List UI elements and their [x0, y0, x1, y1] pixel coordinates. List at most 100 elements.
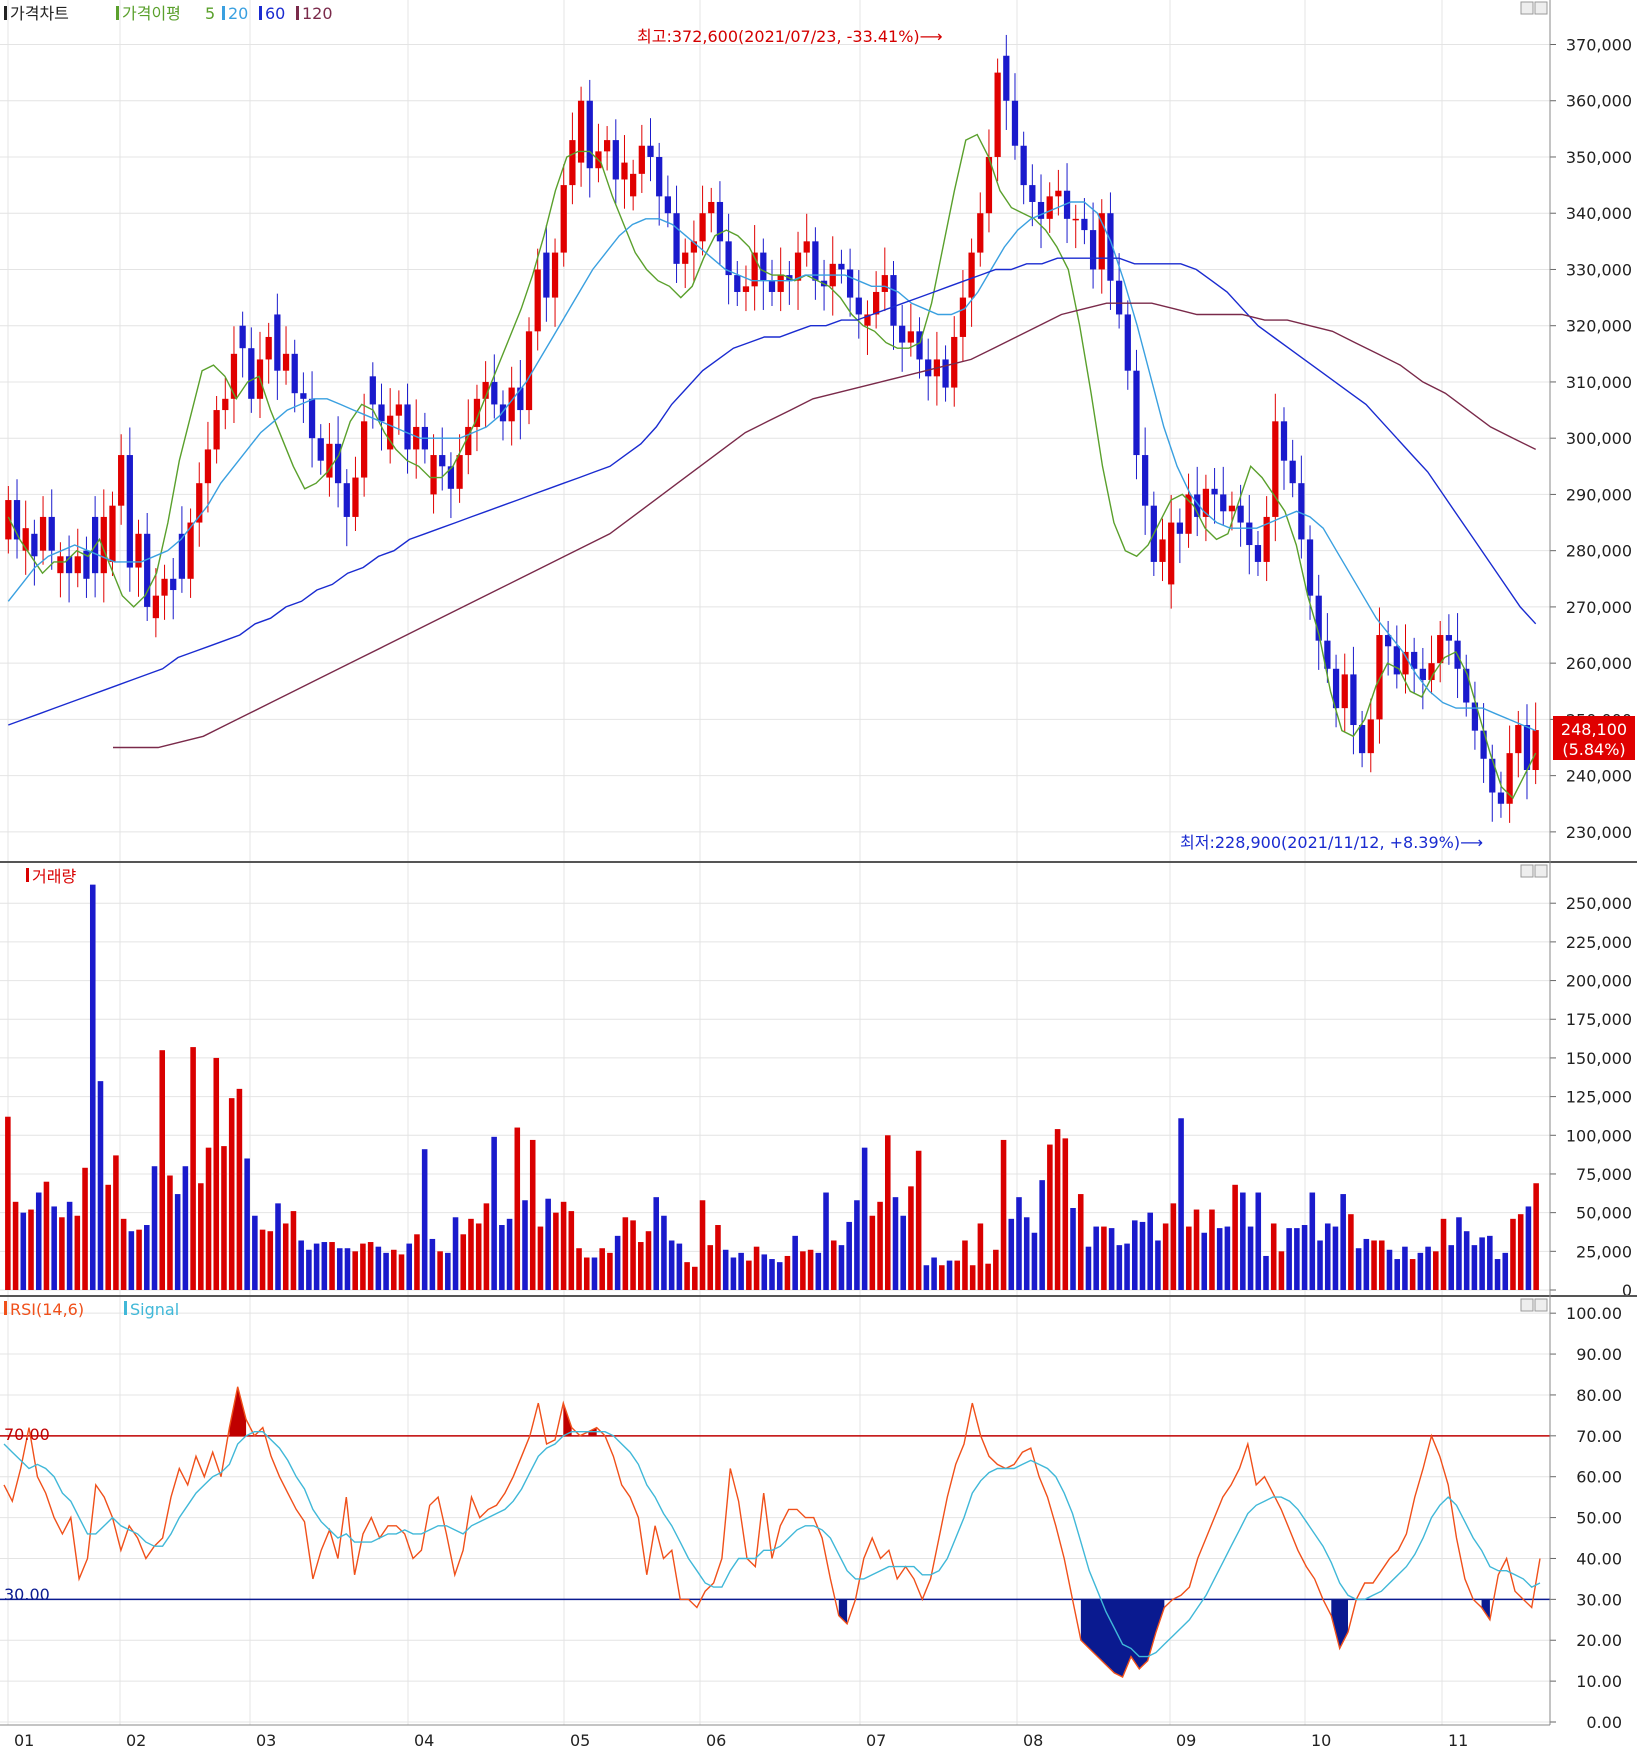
close-icon[interactable] [1534, 1298, 1548, 1312]
candle-body [812, 241, 819, 281]
minimize-icon[interactable] [1520, 864, 1534, 878]
volume-panel-buttons[interactable] [1520, 864, 1548, 878]
volume-bar [1517, 1214, 1524, 1290]
volume-bar [661, 1215, 667, 1290]
volume-bar [746, 1260, 752, 1290]
candle-body [1289, 460, 1296, 484]
price-panel-buttons[interactable] [1520, 1, 1548, 15]
rsi-tick-label: 80.00 [1576, 1386, 1622, 1405]
volume-bar [228, 1098, 235, 1290]
volume-bar [1178, 1118, 1184, 1290]
rsi-overbought-fill [229, 1386, 247, 1436]
volume-bar [475, 1223, 482, 1290]
candle-body [1489, 758, 1496, 793]
candle-body [1306, 539, 1314, 596]
volume-bar [1216, 1228, 1223, 1290]
candle-body [1055, 190, 1062, 197]
close-icon[interactable] [1534, 1, 1548, 15]
candle-body [907, 331, 914, 343]
volume-bar [1324, 1223, 1331, 1290]
volume-bar [939, 1265, 945, 1290]
volume-bar [336, 1248, 343, 1290]
rsi-oversold-label: 30.00 [4, 1585, 50, 1604]
volume-tick-label: 75,000 [1576, 1165, 1632, 1184]
rsi-tick-label: 100.00 [1566, 1304, 1622, 1323]
volume-bar [1487, 1235, 1493, 1290]
candle-body [31, 533, 38, 557]
candle-body [716, 201, 724, 242]
candle-body [326, 443, 333, 478]
volume-bar [198, 1183, 204, 1290]
price-tick-label: 330,000 [1566, 260, 1632, 279]
volume-bar [1494, 1259, 1501, 1290]
volume-bar [159, 1050, 166, 1290]
rsi-line [3, 1386, 1541, 1678]
minimize-icon[interactable] [1520, 1, 1534, 15]
volume-bar [205, 1147, 212, 1290]
volume-bar [622, 1217, 629, 1290]
volume-bar [344, 1248, 351, 1290]
volume-bar [908, 1186, 914, 1290]
volume-bar [1247, 1226, 1254, 1290]
volume-bar [1031, 1232, 1038, 1290]
volume-legend: 거래량 [26, 867, 76, 886]
candle-body [864, 314, 871, 326]
legend-ma-title: 가격이평 [122, 4, 181, 23]
rsi-tick-label: 30.00 [1576, 1590, 1622, 1609]
volume-bar [769, 1259, 775, 1290]
candle-body [1011, 100, 1019, 146]
legend-marker-rsi [4, 1301, 7, 1315]
volume-bar [684, 1262, 690, 1290]
volume-bar [136, 1229, 142, 1290]
volume-bar [1386, 1249, 1393, 1290]
volume-bar [1263, 1255, 1269, 1290]
rsi-signal-line [3, 1430, 1541, 1658]
volume-bar [321, 1242, 328, 1290]
volume-bar [800, 1251, 806, 1290]
rsi-legend: RSI(14,6) Signal [4, 1300, 179, 1319]
volume-bar [969, 1265, 976, 1290]
candle-body [534, 269, 541, 332]
candle-body [334, 443, 342, 484]
volume-bar [1155, 1240, 1161, 1290]
candle-body [1263, 516, 1270, 562]
volume-bar [66, 1201, 73, 1290]
volume-bar [807, 1249, 814, 1290]
volume-bar [1093, 1226, 1099, 1290]
rsi-panel-buttons[interactable] [1520, 1298, 1548, 1312]
candle-body [161, 578, 168, 596]
candle-body [1142, 455, 1149, 506]
volume-bar [993, 1249, 999, 1290]
volume-bar [1101, 1226, 1107, 1290]
volume-tick-label: 100,000 [1566, 1126, 1632, 1145]
volume-bar [1170, 1203, 1177, 1290]
candle-body [517, 387, 524, 411]
volume-bar [5, 1116, 11, 1290]
close-icon[interactable] [1534, 864, 1548, 878]
rsi-lines [0, 1386, 1550, 1678]
x-tick-label: 10 [1311, 1731, 1331, 1750]
volume-bar [1000, 1139, 1007, 1290]
ma-line-5 [7, 133, 1537, 800]
volume-bar [1270, 1223, 1277, 1290]
candle-body [369, 376, 376, 405]
candle-body [1324, 640, 1331, 669]
volume-bar [128, 1231, 135, 1290]
minimize-icon[interactable] [1520, 1298, 1534, 1312]
volume-bar [89, 884, 96, 1290]
volume-bar [329, 1242, 335, 1290]
candle-body [413, 426, 420, 450]
volume-bar [1008, 1218, 1015, 1290]
candle-body [1133, 370, 1140, 456]
volume-bar [1471, 1245, 1478, 1290]
candle-body [577, 100, 585, 163]
volume-bar [375, 1246, 382, 1290]
price-tick-label: 320,000 [1566, 317, 1632, 336]
rsi-oversold-fill [1331, 1599, 1348, 1649]
volume-bar [607, 1252, 613, 1290]
volume-bar [1402, 1246, 1408, 1290]
volume-bar [1047, 1144, 1053, 1290]
volume-tick-label: 0 [1622, 1281, 1632, 1300]
candle-body [508, 387, 515, 422]
candle-body [1385, 635, 1392, 647]
